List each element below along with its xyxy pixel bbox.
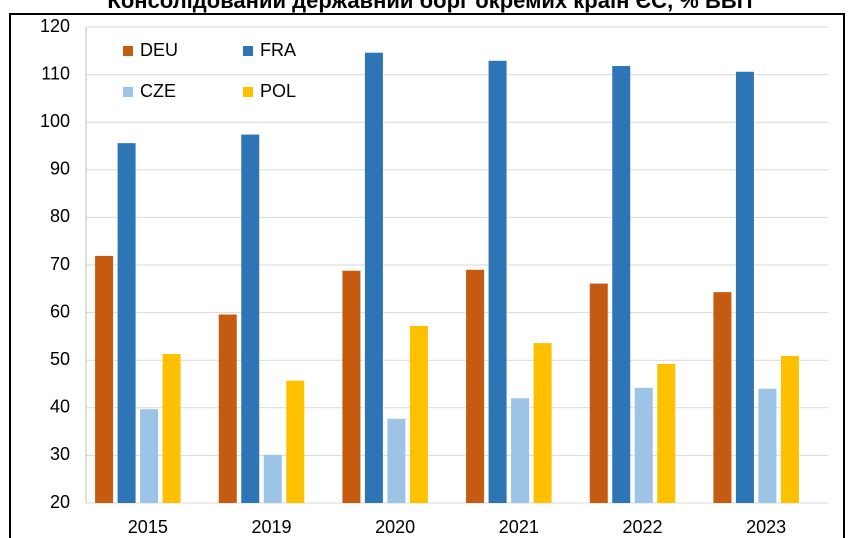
bar [409, 325, 428, 503]
y-tick-label: 70 [50, 254, 70, 274]
y-tick-label: 80 [50, 206, 70, 226]
y-tick-label: 20 [50, 492, 70, 512]
bar [533, 343, 552, 503]
y-tick-label: 60 [50, 301, 70, 321]
bar [241, 134, 260, 504]
x-tick-label: 2021 [499, 517, 539, 537]
legend-swatch [243, 46, 253, 56]
bar [511, 398, 530, 503]
bar [387, 418, 406, 503]
bar [218, 314, 237, 503]
y-tick-label: 90 [50, 159, 70, 179]
y-tick-label: 50 [50, 349, 70, 369]
y-tick-label: 120 [40, 16, 70, 36]
bar [612, 66, 631, 504]
legend-label: POL [260, 81, 296, 101]
bar [364, 52, 383, 503]
legend-label: FRA [260, 40, 296, 60]
bar [758, 388, 777, 503]
x-tick-label: 2019 [251, 517, 291, 537]
bar [713, 292, 732, 503]
bar [117, 143, 136, 504]
y-tick-label: 30 [50, 444, 70, 464]
bar [466, 269, 485, 503]
y-tick-label: 100 [40, 111, 70, 131]
y-tick-label: 110 [41, 63, 70, 83]
legend-label: CZE [140, 81, 176, 101]
bar [488, 60, 507, 504]
chart-title: Консолідований державний борг окремих кр… [107, 0, 752, 13]
x-tick-label: 2023 [746, 517, 786, 537]
legend-swatch [123, 46, 133, 56]
bar [657, 364, 676, 503]
bar [286, 380, 305, 503]
bar [780, 355, 799, 503]
bar [735, 71, 754, 503]
x-tick-label: 2015 [128, 517, 168, 537]
bar [342, 270, 361, 503]
legend-swatch [243, 87, 253, 97]
bar [634, 387, 653, 503]
bar [162, 354, 181, 503]
bar [263, 454, 282, 503]
bar [95, 255, 114, 503]
x-tick-label: 2020 [375, 517, 415, 537]
legend-swatch [123, 87, 133, 97]
x-tick-label: 2022 [622, 517, 662, 537]
bar [589, 283, 608, 503]
legend-label: DEU [140, 40, 178, 60]
bar [140, 409, 159, 503]
y-tick-label: 40 [50, 397, 70, 417]
